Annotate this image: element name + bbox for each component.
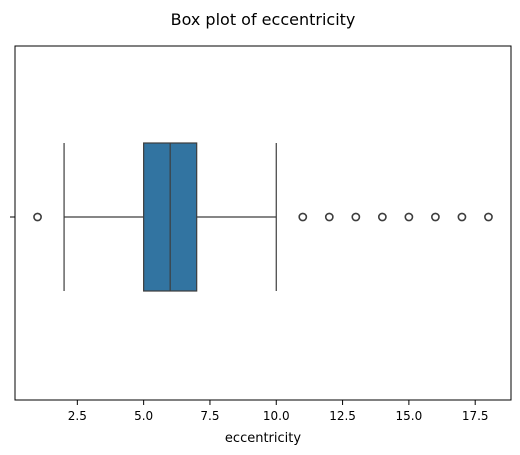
chart-title: Box plot of eccentricity: [171, 10, 356, 29]
x-tick-label: 17.5: [462, 409, 489, 423]
outlier-point: [351, 212, 361, 222]
x-tick-label: 15.0: [396, 409, 423, 423]
outlier-point: [377, 212, 387, 222]
outlier-points: [33, 212, 493, 222]
outlier-point: [457, 212, 467, 222]
box-plot: [63, 142, 277, 292]
outlier-point: [324, 212, 334, 222]
x-tick-label: 5.0: [134, 409, 153, 423]
x-tick-label: 7.5: [200, 409, 219, 423]
x-tick-label: 10.0: [263, 409, 290, 423]
outlier-point: [431, 212, 440, 222]
outlier-point: [484, 212, 493, 222]
x-tick-label: 2.5: [68, 409, 87, 423]
outlier-point: [404, 212, 414, 222]
x-axis-label: eccentricity: [225, 431, 301, 446]
x-axis: 2.5 5.0 7.5 10.0 12.5 15.0 17.5: [68, 400, 489, 423]
x-tick-label: 12.5: [329, 409, 356, 423]
outlier-point: [33, 212, 42, 222]
plot-frame: [14, 45, 512, 401]
outlier-point: [298, 212, 308, 222]
